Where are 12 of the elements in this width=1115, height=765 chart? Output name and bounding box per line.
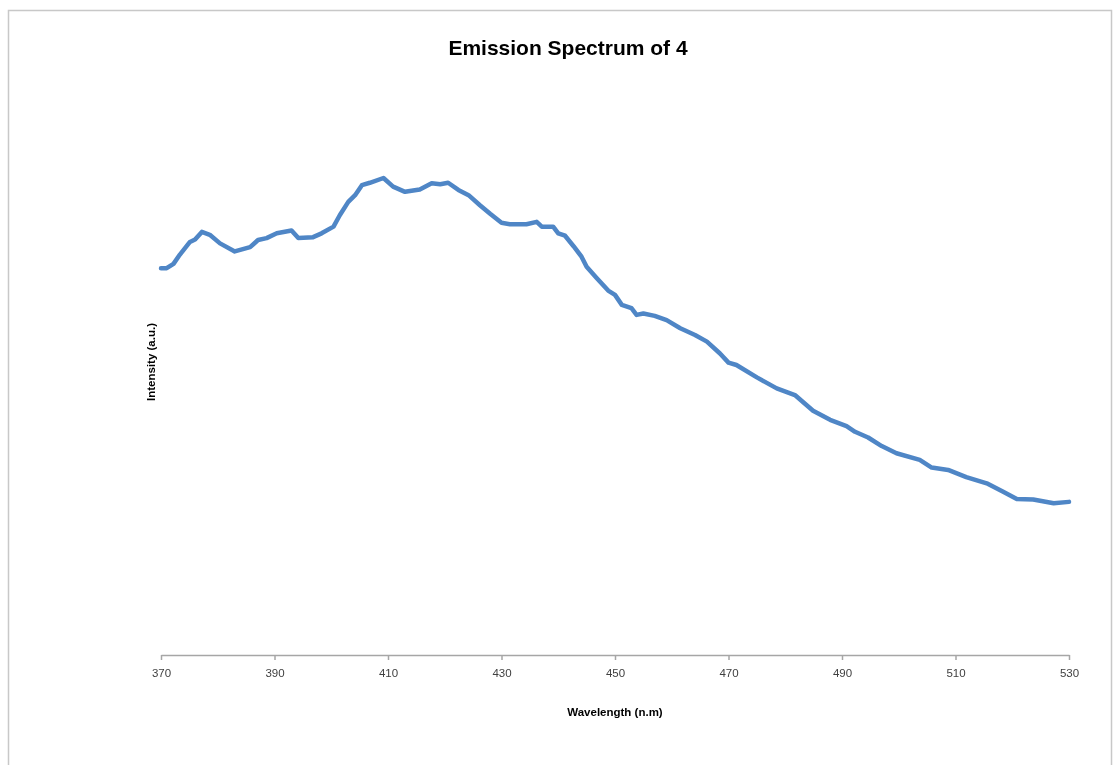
x-tick-label: 410 — [378, 666, 399, 679]
x-tick-label: 390 — [265, 666, 285, 679]
x-tick-label: 430 — [492, 666, 512, 679]
x-tick-label: 510 — [946, 666, 966, 679]
x-tick-label: 450 — [605, 666, 626, 679]
y-axis-title: Intensity (a.u.) — [145, 322, 157, 401]
chart-title: Emission Spectrum of 4 — [448, 36, 688, 59]
x-axis-title: Wavelength (n.m) — [567, 706, 663, 718]
x-tick-label: 370 — [151, 666, 172, 679]
x-tick-label: 470 — [719, 666, 739, 679]
x-tick-label: 530 — [1059, 666, 1080, 679]
x-tick-label: 490 — [832, 666, 853, 679]
